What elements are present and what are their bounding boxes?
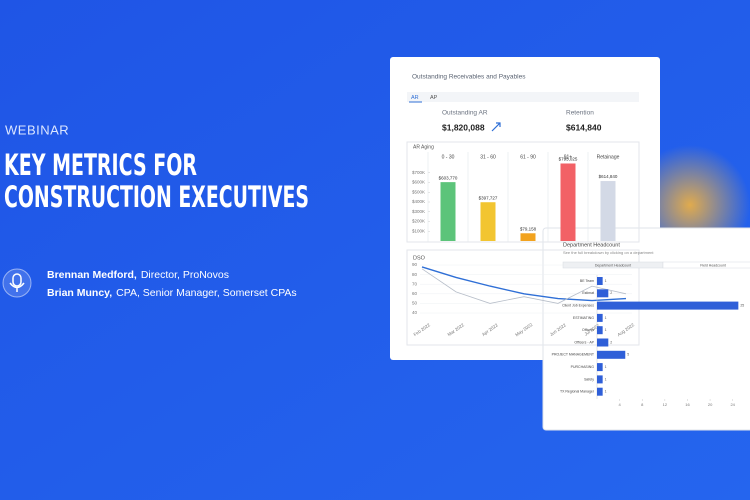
y-tick-label: 90 [412, 262, 418, 267]
bar[interactable] [597, 301, 739, 310]
kpi-label: Outstanding AR [442, 110, 488, 117]
x-tick-label: 16 [685, 402, 690, 407]
y-tick-label: ESTIMATING [573, 316, 594, 320]
y-tick-label: PURCHASING [571, 365, 595, 369]
aging-panel [406, 141, 640, 243]
y-tick-label: $600K [412, 180, 425, 185]
tab-bar [407, 92, 639, 102]
value-label: 1 [605, 328, 607, 332]
y-tick-label: $500K [412, 189, 425, 194]
y-tick-label: Officers [582, 328, 594, 332]
speaker: Brian Muncy, [47, 287, 112, 299]
y-tick-label: TX Regional Manager [560, 390, 595, 394]
bar[interactable] [597, 338, 609, 347]
y-tick-label: 40 [412, 310, 418, 315]
value-label: 1 [605, 365, 607, 369]
bar [480, 202, 496, 241]
value-label: 1 [605, 316, 607, 320]
kpi-label: Retention [566, 110, 594, 117]
bar[interactable] [597, 375, 603, 384]
trend-arrow [491, 122, 501, 132]
value-label: $397,727 [479, 195, 498, 200]
dso-panel [406, 249, 640, 346]
headline: CONSTRUCTION EXECUTIVES [4, 180, 309, 214]
mic-icon [2, 268, 32, 298]
speaker-role: CPA, Senior Manager, Somerset CPAs [116, 287, 297, 299]
column-header: 61 - 90 [520, 154, 536, 160]
value-label: 1 [605, 377, 607, 381]
x-tick-label: 4 [618, 402, 621, 407]
column-header: Retainage [597, 154, 620, 160]
value-label: 5 [627, 353, 629, 357]
y-tick-label: Estimat [582, 291, 594, 295]
y-tick-label: $700K [412, 170, 425, 175]
value-label: $79,158 [520, 226, 537, 231]
speaker-role: Director, ProNovos [141, 269, 229, 281]
tab-label[interactable]: Field Headcount [700, 263, 726, 267]
x-tick-label: 20 [708, 402, 713, 407]
y-tick-label: BE Team [580, 279, 594, 283]
card-title: Outstanding Receivables and Payables [412, 74, 526, 81]
tab-label[interactable]: Department Headcount [595, 263, 631, 267]
headcount-card [542, 227, 750, 431]
bar[interactable] [597, 313, 603, 322]
x-tick-label: 24 [730, 402, 735, 407]
bar[interactable] [597, 350, 626, 359]
y-tick-label: $200K [412, 219, 425, 224]
headline: KEY METRICS FOR [4, 148, 197, 182]
bar[interactable] [597, 387, 603, 396]
x-tick-label: 12 [663, 402, 668, 407]
tab[interactable]: AP [430, 95, 438, 101]
y-tick-label: Safety [584, 377, 594, 381]
bar [440, 182, 456, 241]
bar [600, 181, 616, 241]
speaker: Brennan Medford, [47, 269, 137, 281]
y-tick-label: PROJECT MANAGEMENT [552, 353, 595, 357]
value-label: 2 [610, 291, 612, 295]
y-tick-label: Client Job Expenses [562, 304, 594, 308]
eyebrow: WEBINAR [5, 122, 69, 137]
y-tick-label: 70 [412, 281, 418, 286]
card-subtitle: See the full breakdown by clicking on a … [563, 250, 654, 255]
column-header: 0 - 30 [442, 154, 455, 160]
tab[interactable]: AR [411, 95, 419, 101]
mic-stand [9, 282, 25, 292]
value-label: $614,840 [599, 174, 618, 179]
mic-body [12, 273, 22, 287]
value-label: 1 [605, 279, 607, 283]
line-series [421, 268, 627, 304]
bar[interactable] [597, 363, 603, 372]
chart-title: DSO [413, 255, 426, 261]
value-label: 1 [605, 390, 607, 394]
column-header: 31 - 60 [480, 154, 496, 160]
y-tick-label: $300K [412, 209, 425, 214]
value-label: $603,770 [439, 175, 458, 180]
y-tick-label: $400K [412, 199, 425, 204]
kpi-value: $614,840 [566, 122, 602, 132]
bar [520, 233, 536, 241]
column-header: 91+ [564, 154, 573, 160]
y-tick-label: $100K [412, 228, 425, 233]
bar [560, 163, 576, 241]
line-series [421, 266, 627, 302]
card-title: Department Headcount [563, 242, 620, 248]
bar[interactable] [597, 277, 603, 285]
value-label: 2 [610, 340, 612, 344]
value-label: 25 [740, 304, 744, 308]
tab[interactable] [662, 261, 750, 269]
y-tick-label: 60 [412, 291, 418, 296]
y-tick-label: Officers - AP [574, 340, 594, 344]
bar[interactable] [597, 326, 603, 335]
y-tick-label: 50 [412, 301, 418, 306]
y-tick-label: 80 [412, 272, 418, 277]
kpi-value: $1,820,088 [442, 122, 485, 132]
value-label: $795,025 [559, 157, 578, 162]
x-tick-label: 8 [641, 402, 644, 407]
chart-title: AR Aging [413, 144, 434, 150]
bar[interactable] [597, 289, 609, 298]
